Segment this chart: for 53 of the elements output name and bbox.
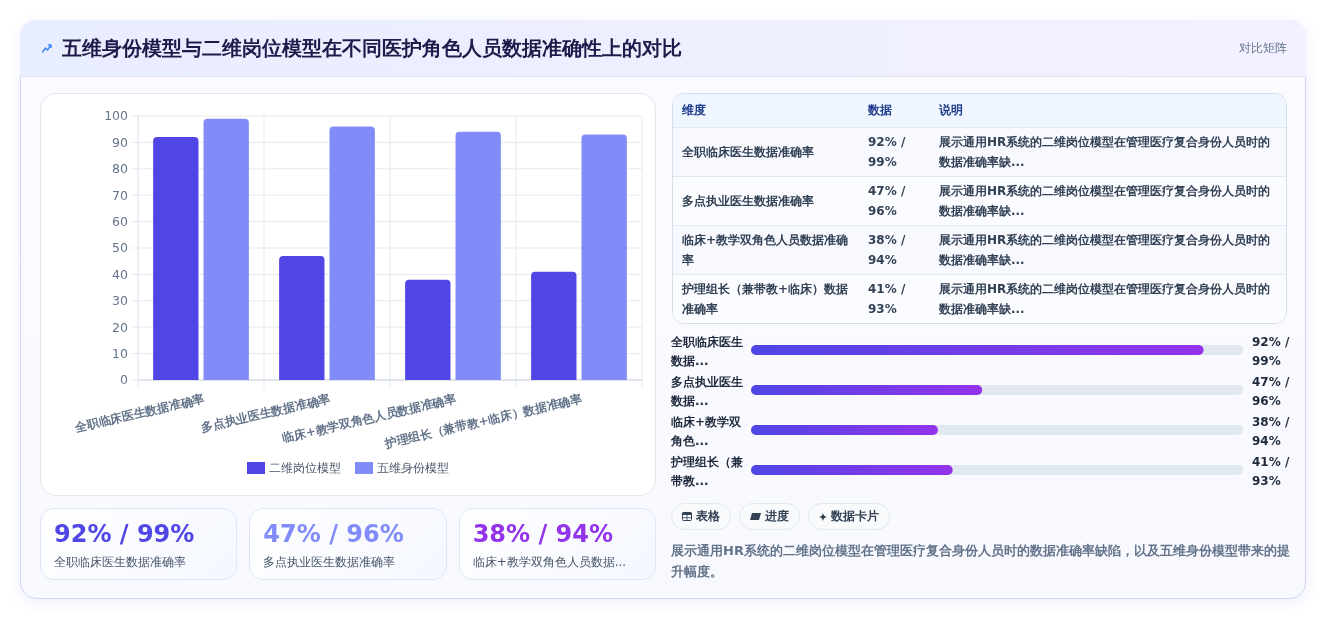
y-tick-label: 多点执业医生数据... — [670, 375, 743, 409]
y-tick-label: 60 — [112, 213, 129, 229]
text: 展示通用HR系统的二维岗位模型在管理医疗复合身份人员时的数据准确率缺... — [939, 183, 1271, 218]
category-label: 临床+教学双角色人员数据准确率 — [682, 232, 849, 267]
category-label: 临床+教学双角色人员数据... — [472, 555, 627, 569]
y-tick-label: 70 — [112, 187, 129, 203]
text: 92% / 99% — [868, 134, 906, 169]
bar — [455, 131, 501, 380]
bar — [279, 255, 325, 380]
y-tick-label: 80 — [112, 161, 129, 177]
legend-label: 五维身份模型 — [377, 461, 449, 476]
data-label: 41% / 93% — [1252, 455, 1290, 489]
y-tick-label: 30 — [112, 293, 129, 309]
text: 对比矩阵 — [1239, 41, 1287, 55]
bar — [581, 134, 627, 380]
category-label: 护理组长（兼带教+临床）数据准确率 — [682, 281, 849, 316]
text: 展示通用HR系统的二维岗位模型在管理医疗复合身份人员时的数据准确率缺... — [939, 232, 1271, 267]
category-label: 全职临床医生数据准确率 — [54, 555, 186, 569]
data-label: 92% / 99% — [1252, 335, 1290, 369]
bar — [405, 279, 451, 380]
y-tick-label: 40 — [112, 266, 129, 282]
text: 展示通用HR系统的二维岗位模型在管理医疗复合身份人员时的数据准确率缺... — [939, 281, 1271, 316]
bar — [531, 271, 577, 380]
text: 47% / 96% — [263, 520, 404, 548]
text: 展示通用HR系统的二维岗位模型在管理医疗复合身份人员时的数据准确率缺陷，以及五维身份模型带来的提升幅度。 — [671, 543, 1290, 579]
bar — [153, 137, 199, 380]
text: 进度 — [765, 508, 789, 525]
legend-label: 二维岗位模型 — [269, 461, 341, 476]
y-tick-label: 100 — [104, 108, 129, 124]
y-tick-label: 全职临床医生数据... — [670, 335, 743, 369]
bar — [329, 126, 375, 380]
text: 92% / 99% — [54, 520, 195, 548]
text: 表格 — [696, 508, 720, 525]
text: 38% / 94% — [868, 232, 906, 267]
y-tick-label: 20 — [112, 319, 129, 335]
text: 五维身份模型与二维岗位模型在不同医护角色人员数据准确性上的对比 — [62, 36, 682, 60]
text: 41% / 93% — [868, 281, 906, 316]
category-label: 多点执业医生数据准确率 — [682, 193, 814, 208]
data-label: 47% / 96% — [1252, 375, 1290, 409]
y-tick-label: 护理组长（兼带教... — [670, 455, 743, 489]
y-tick-label: 0 — [120, 372, 129, 388]
y-tick-label: 临床+教学双角色... — [670, 415, 743, 449]
data-label: 38% / 94% — [1252, 415, 1290, 449]
y-tick-label: 10 — [112, 345, 129, 361]
text: 展示通用HR系统的二维岗位模型在管理医疗复合身份人员时的数据准确率缺... — [939, 134, 1271, 169]
text: 47% / 96% — [868, 183, 906, 218]
category-label: 多点执业医生数据准确率 — [263, 555, 396, 569]
y-tick-label: 50 — [112, 240, 129, 256]
text: 数据卡片 — [831, 508, 879, 525]
text: 38% / 94% — [472, 520, 614, 548]
bar — [203, 118, 249, 380]
category-label: 全职临床医生数据准确率 — [682, 144, 814, 159]
y-tick-label: 90 — [112, 134, 129, 150]
